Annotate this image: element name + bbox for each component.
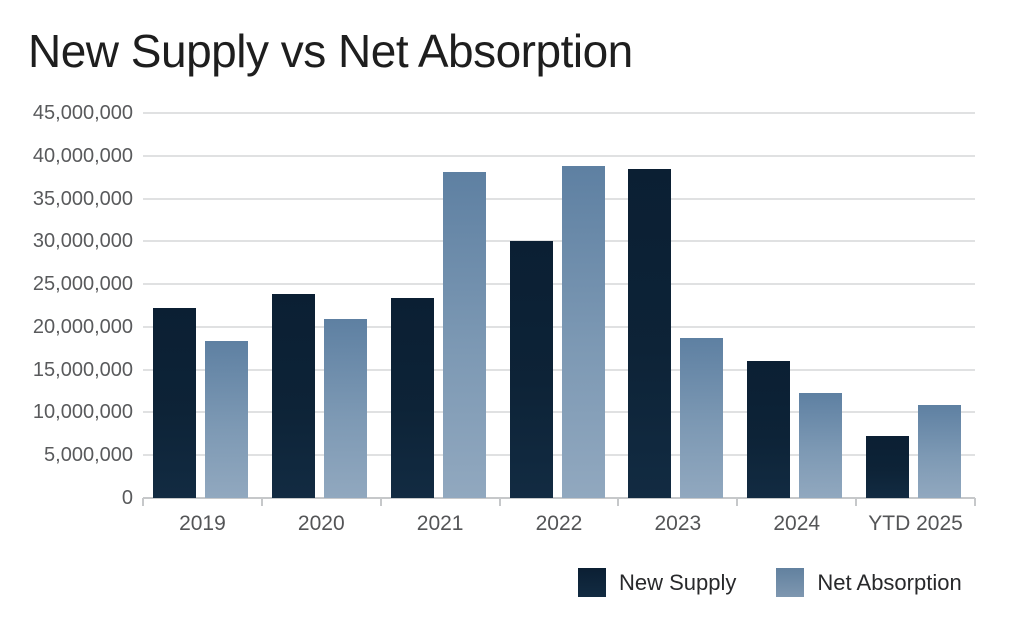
legend-label-new-supply: New Supply [619,569,737,595]
bar-new-supply-2019 [152,308,196,498]
bar-new-supply-2024 [747,361,791,498]
y-axis-tick-label: 20,000,000 [32,315,133,338]
x-axis-tick [142,498,144,506]
bar-net-absorption-ytd-2025 [918,404,962,498]
y-axis-tick-label: 10,000,000 [32,401,133,424]
chart-title: New Supply vs Net Absorption [28,25,633,77]
y-axis-tick-label: 40,000,000 [32,144,133,167]
x-axis-tick [736,498,739,506]
bar-net-absorption-2022 [561,166,605,498]
x-axis-tick [617,498,620,506]
bar-net-absorption-2020 [323,319,367,498]
x-axis-tick [855,498,858,506]
net-absorption-swatch-icon [776,568,805,597]
plot-area: 0 5,000,000 10,000,000 15,000,000 20,000,000… [33,102,976,535]
x-axis-category-label: YTD 2025 [868,512,963,535]
gridline [143,240,975,243]
y-axis-tick-label: 0 [121,487,133,509]
y-axis-tick-label: 5,000,000 [44,444,133,467]
bar-new-supply-2022 [509,241,553,498]
bar-new-supply-ytd-2025 [866,435,910,498]
x-axis-category-label: 2022 [535,512,583,535]
gridline [143,325,975,328]
gridline [143,368,975,371]
gridline [143,454,975,457]
gridline [143,154,975,157]
bar-net-absorption-2023 [680,338,724,498]
y-axis-tick-label: 45,000,000 [32,102,133,124]
bar-new-supply-2023 [628,168,672,498]
x-axis-category-label: 2020 [297,512,345,535]
legend-entry-net-absorption: Net Absorption [776,568,962,597]
bar-net-absorption-2021 [442,172,486,498]
x-axis-category-label: 2021 [416,512,464,535]
gridline [143,112,975,114]
gridline [143,411,975,414]
x-axis-category-label: 2024 [773,512,821,535]
x-axis-category-label: 2023 [654,512,702,535]
bar-new-supply-2021 [390,297,434,498]
bar-net-absorption-2019 [204,340,248,498]
gridline [143,283,975,286]
gridline [143,197,975,200]
x-axis-tick [498,498,501,506]
x-axis-tick [379,498,382,506]
y-axis-tick-label: 15,000,000 [32,358,133,381]
y-axis-tick-label: 30,000,000 [32,230,133,253]
x-axis-tick [260,498,263,506]
legend: New Supply Net Absorption [578,568,962,597]
new-supply-swatch-icon [578,568,606,597]
y-axis-tick-label: 25,000,000 [32,273,133,296]
bar-new-supply-2020 [271,294,315,498]
x-axis-category-label: 2019 [179,512,226,535]
y-axis-tick-label: 35,000,000 [32,187,133,210]
x-axis-line [143,497,975,499]
bar-net-absorption-2024 [799,392,843,498]
x-axis-tick [974,498,976,506]
legend-entry-new-supply: New Supply [578,568,736,597]
legend-label-net-absorption: Net Absorption [817,569,962,595]
